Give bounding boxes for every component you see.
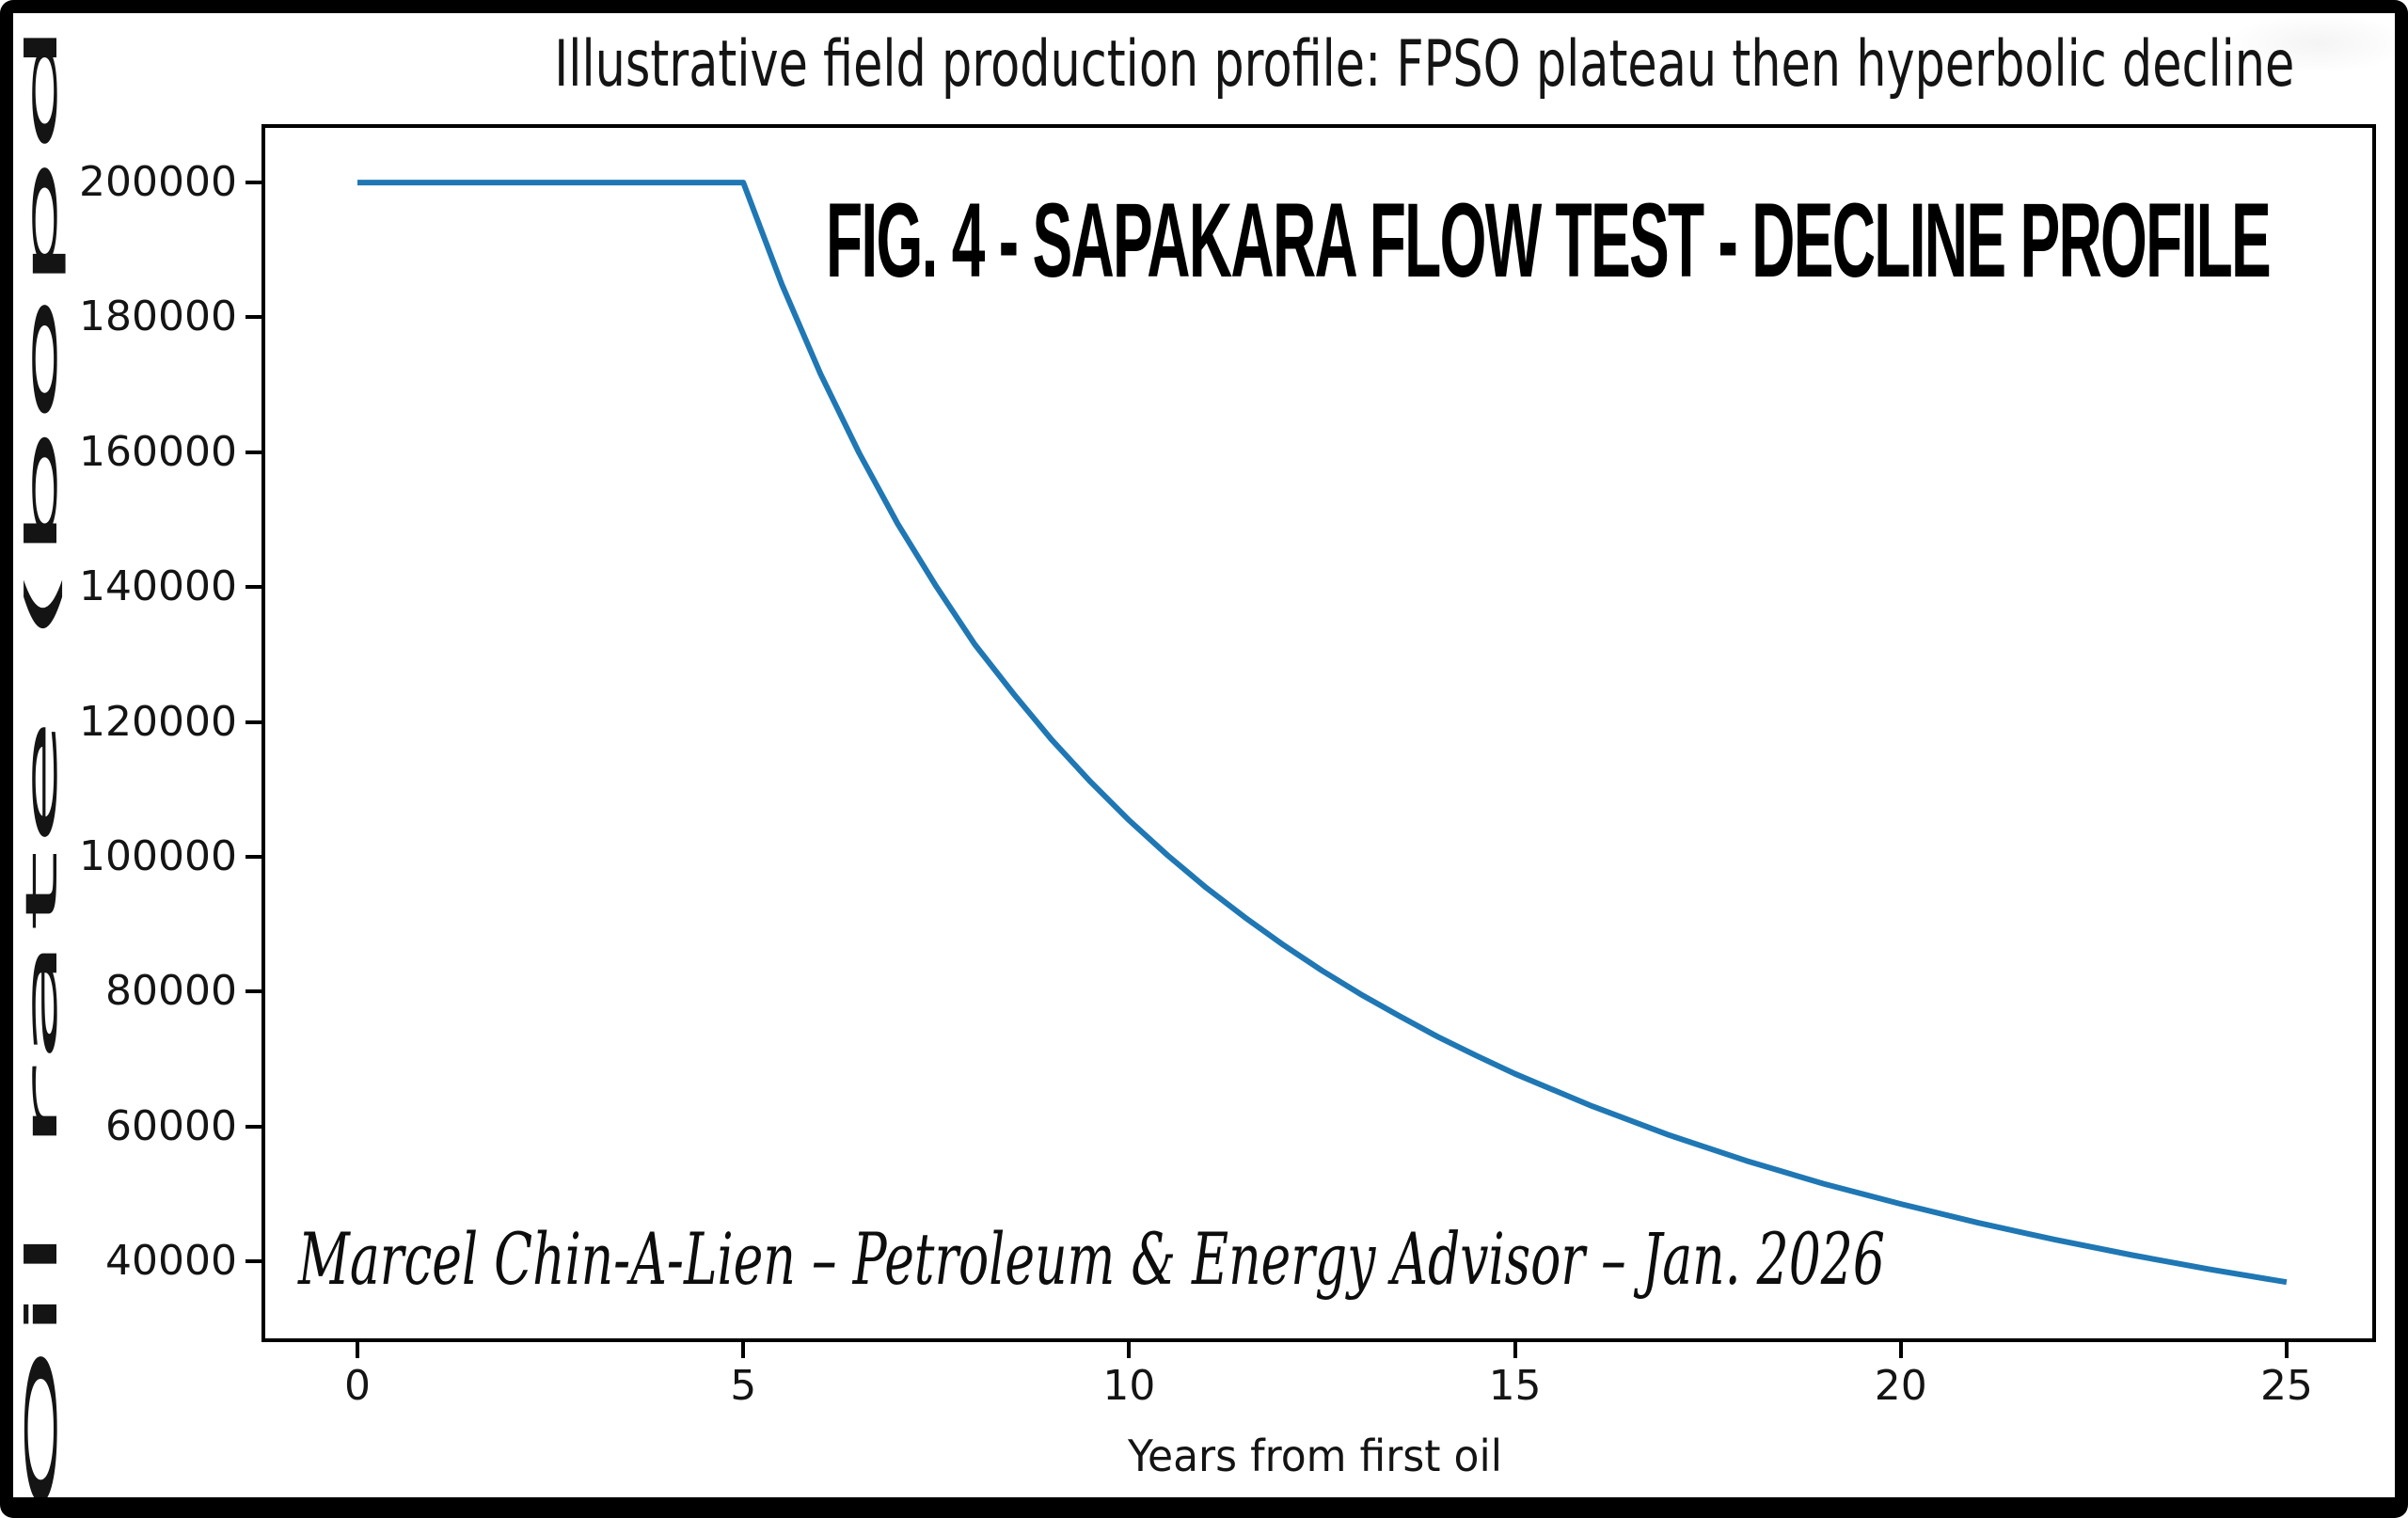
y-tick-mark [246,1258,261,1263]
watermark-text: Marcel Chin-A-Lien – Petroleum & Energy … [298,1217,1885,1301]
y-tick-mark [246,181,261,185]
x-tick-label: 25 [2259,1362,2313,1410]
x-tick-mark [1898,1342,1903,1358]
x-tick-mark [356,1342,360,1358]
x-tick-mark [1513,1342,1517,1358]
x-tick-label: 20 [1874,1362,1927,1410]
watermark: Marcel Chin-A-Lien – Petroleum & Energy … [298,1217,2408,1311]
y-tick-mark [246,719,261,724]
production-curve [357,180,2288,1286]
x-tick-label: 10 [1102,1362,1156,1410]
decline-curve-svg [357,180,2288,1286]
x-axis-label: Years from first oil [261,1431,2368,1480]
x-tick-label: 0 [344,1362,372,1410]
figure-label: FIG. 4 - SAPAKARA FLOW TEST - DECLINE PR… [826,188,2408,293]
x-tick-mark [2284,1342,2289,1358]
y-tick-mark [246,1124,261,1129]
y-tick-mark [246,315,261,320]
x-tick-mark [741,1342,746,1358]
plot-area [261,124,2376,1342]
y-tick-mark [246,450,261,454]
y-axis-label-text: Oil rate (bopd) [16,0,67,1515]
y-axis-label: Oil rate (bopd) [13,0,70,1514]
figure-label-text: FIG. 4 - SAPAKARA FLOW TEST - DECLINE PR… [826,182,2272,299]
y-tick-mark [246,854,261,859]
x-tick-label: 15 [1488,1362,1542,1410]
x-tick-mark [1127,1342,1132,1358]
y-tick-mark [246,585,261,590]
x-tick-label: 5 [730,1362,757,1410]
x-axis-label-text: Years from first oil [1128,1431,1502,1481]
y-tick-mark [246,989,261,994]
chart-title: Illustrative field production profile: F… [554,27,2295,102]
chart-title-row: Illustrative field production profile: F… [261,32,2368,98]
